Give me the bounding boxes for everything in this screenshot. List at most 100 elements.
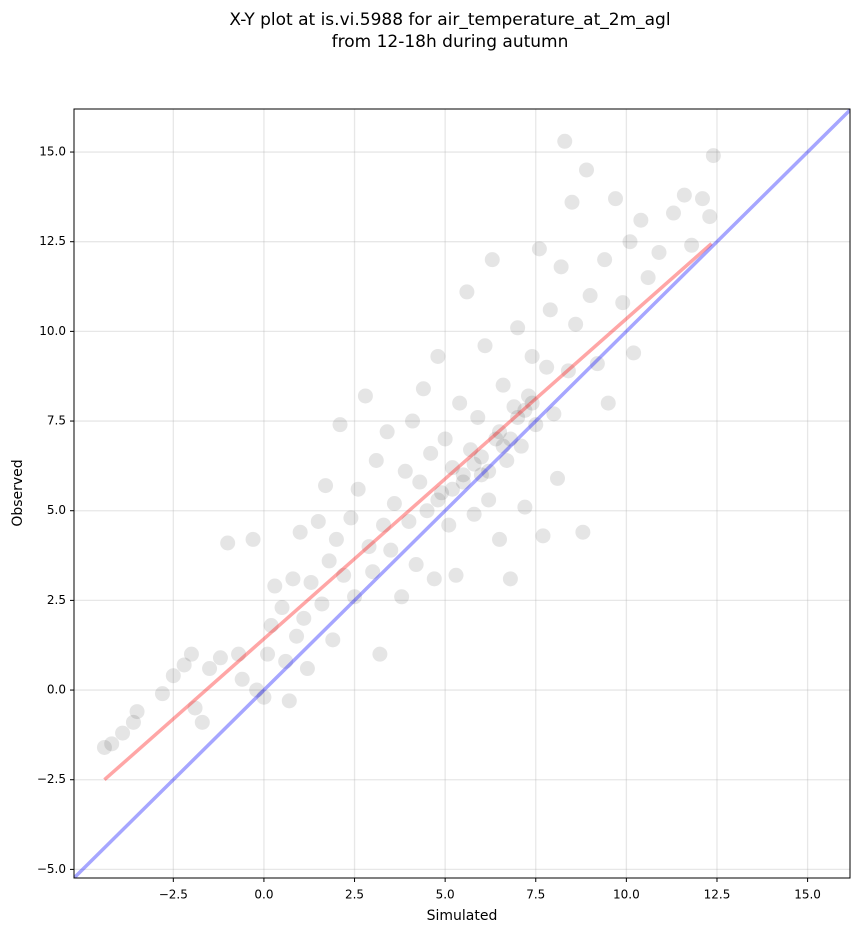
scatter-point xyxy=(263,617,279,633)
scatter-point xyxy=(495,438,511,454)
scatter-point xyxy=(376,517,392,533)
x-tick-label: 12.5 xyxy=(704,888,731,902)
scatter-point xyxy=(328,531,344,547)
scatter-point xyxy=(502,431,518,447)
grid xyxy=(74,109,850,878)
scatter-point xyxy=(444,460,460,476)
scatter-point xyxy=(299,661,315,677)
scatter-point xyxy=(517,499,533,515)
scatter-point xyxy=(267,578,283,594)
scatter-point xyxy=(321,553,337,569)
scatter-point xyxy=(557,133,573,149)
scatter-point xyxy=(542,302,558,318)
chart-title: from 12-18h during autumn xyxy=(332,32,569,52)
scatter-point xyxy=(626,345,642,361)
scatter-point xyxy=(495,377,511,393)
y-tick-label: 15.0 xyxy=(39,145,66,159)
y-tick-label: −2.5 xyxy=(37,772,66,786)
axes-frame xyxy=(73,108,851,879)
fit-line xyxy=(103,242,713,782)
scatter-point xyxy=(434,485,450,501)
y-tick-label: 5.0 xyxy=(47,503,66,517)
scatter-point xyxy=(607,191,623,207)
scatter-point xyxy=(325,632,341,648)
scatter-point xyxy=(231,646,247,662)
y-tick-label: 7.5 xyxy=(47,414,66,428)
scatter-point xyxy=(260,646,276,662)
scatter-point xyxy=(176,657,192,673)
scatter-point xyxy=(194,714,210,730)
scatter-point xyxy=(405,413,421,429)
scatter-point xyxy=(488,431,504,447)
scatter-point xyxy=(513,438,529,454)
scatter-point xyxy=(481,492,497,508)
scatter-point xyxy=(281,693,297,709)
scatter-point xyxy=(560,363,576,379)
scatter-point xyxy=(415,381,431,397)
scatter-point xyxy=(506,399,522,415)
scatter-point xyxy=(274,600,290,616)
scatter-point xyxy=(528,417,544,433)
ticks: −2.5 0.0 2.5 5.0 7.5 10.0 12.5 15.0 −5.0 −2.5 0.0 2… xyxy=(37,145,821,902)
scatter-point xyxy=(517,402,533,418)
scatter-point xyxy=(600,395,616,411)
scatter-point xyxy=(481,463,497,479)
scatter-point xyxy=(154,686,170,702)
scatter-point xyxy=(633,212,649,228)
scatter-point xyxy=(96,739,112,755)
scatter-point xyxy=(394,589,410,605)
scatter-point xyxy=(502,571,518,587)
chart-title: X-Y plot at is.vi.5988 for air_temperatu… xyxy=(229,10,670,30)
x-axis-label: Simulated xyxy=(427,908,498,924)
scatter-point xyxy=(441,517,457,533)
scatter-point xyxy=(477,338,493,354)
scatter-point xyxy=(314,596,330,612)
scatter-point xyxy=(444,481,460,497)
scatter-point xyxy=(249,682,265,698)
scatter-point xyxy=(622,234,638,250)
scatter-point xyxy=(285,571,301,587)
scatter-point xyxy=(466,456,482,472)
scatter-point xyxy=(256,689,272,705)
scatter-point xyxy=(303,574,319,590)
scatter-point xyxy=(455,474,471,490)
scatter-point xyxy=(350,481,366,497)
plot-area xyxy=(74,109,850,878)
scatter-point xyxy=(470,409,486,425)
y-tick-label: 10.0 xyxy=(39,324,66,338)
scatter-point xyxy=(466,506,482,522)
scatter-point xyxy=(582,288,598,304)
scatter-point xyxy=(448,567,464,583)
fit-line xyxy=(74,109,850,878)
scatter-point xyxy=(568,316,584,332)
scatter-point xyxy=(129,704,145,720)
scatter-point xyxy=(531,241,547,257)
scatter-point xyxy=(383,542,399,558)
scatter-point xyxy=(104,736,120,752)
scatter-point xyxy=(292,524,308,540)
scatter-point xyxy=(220,535,236,551)
scatter-point xyxy=(651,244,667,260)
scatter-point xyxy=(401,513,417,529)
scatter-point xyxy=(368,453,384,469)
scatter-point xyxy=(484,252,500,268)
scatter-point xyxy=(702,209,718,225)
scatter-point xyxy=(310,513,326,529)
scatter-point xyxy=(386,496,402,512)
scatter-point xyxy=(289,628,305,644)
scatter-point xyxy=(579,162,595,178)
scatter-point xyxy=(212,650,228,666)
scatter-point xyxy=(430,348,446,364)
scatter-point xyxy=(357,388,373,404)
scatter-point xyxy=(115,725,131,741)
scatter-point xyxy=(202,661,218,677)
scatter-point xyxy=(343,510,359,526)
scatter-point xyxy=(589,356,605,372)
scatter-point xyxy=(347,589,363,605)
scatter-point xyxy=(234,671,250,687)
scatter-point xyxy=(553,259,569,275)
scatter-point xyxy=(575,524,591,540)
scatter-point xyxy=(473,467,489,483)
scatter-point xyxy=(521,388,537,404)
